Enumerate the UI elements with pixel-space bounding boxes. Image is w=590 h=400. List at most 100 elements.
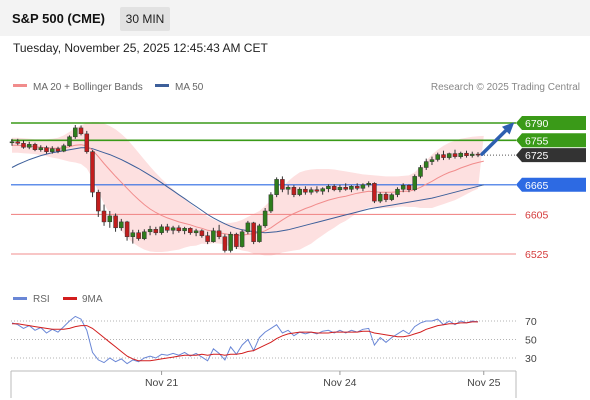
- candle-body: [354, 186, 360, 189]
- forecast-arrow-head: [502, 122, 515, 135]
- candle-body: [446, 153, 452, 158]
- timeframe-button[interactable]: 30 MIN: [120, 7, 170, 31]
- candle-body: [84, 133, 90, 152]
- candle-body: [199, 230, 205, 236]
- candle-body: [406, 185, 412, 190]
- candle-body: [107, 215, 113, 223]
- date-time-label: Tuesday, November 25, 2025 12:45:43 AM C…: [13, 41, 268, 55]
- candle-body: [274, 179, 279, 195]
- price-label-6665: 6665: [525, 180, 549, 192]
- x-tick-label: Nov 24: [323, 377, 356, 389]
- forecast-arrow-shaft: [480, 124, 512, 156]
- candle-body: [193, 230, 199, 234]
- rsi-tick-30: 30: [525, 353, 537, 365]
- candle-body: [320, 188, 325, 192]
- price-label-6605: 6605: [525, 210, 549, 222]
- candle-body: [78, 127, 84, 135]
- candle-body: [205, 235, 210, 242]
- candle-body: [262, 210, 268, 227]
- candle-body: [303, 188, 308, 193]
- candle-body: [257, 225, 262, 242]
- candle-body: [61, 145, 67, 152]
- candle-body: [377, 193, 383, 202]
- candle-body: [308, 189, 314, 193]
- candle-body: [124, 221, 130, 237]
- candle-body: [435, 154, 440, 160]
- candle-body: [297, 188, 302, 195]
- price-tag-6665: [516, 177, 586, 192]
- candle-body: [170, 227, 176, 231]
- candle-body: [285, 187, 291, 190]
- candle-body: [38, 147, 44, 150]
- rsi-line: [11, 315, 479, 365]
- candle-body: [268, 194, 274, 212]
- candle-body: [458, 152, 463, 157]
- candle-body: [251, 222, 256, 242]
- candle-body: [360, 184, 366, 189]
- candle-body: [101, 210, 107, 223]
- candle-body: [245, 222, 251, 233]
- candle-body: [372, 183, 377, 202]
- candle-body: [441, 154, 446, 158]
- candle-body: [464, 152, 469, 156]
- candle-body: [383, 193, 389, 200]
- candle-body: [96, 191, 101, 212]
- price-label-6755: 6755: [525, 135, 549, 147]
- candle-body: [331, 186, 337, 191]
- candle-body: [9, 141, 15, 144]
- candle-body: [27, 144, 32, 148]
- candle-body: [73, 127, 78, 138]
- candle-body: [429, 159, 435, 162]
- candle-body: [400, 185, 406, 190]
- candle-body: [418, 167, 423, 177]
- candle-body: [452, 153, 458, 157]
- candle-body: [15, 141, 21, 144]
- candle-body: [475, 153, 481, 156]
- header-bar: S&P 500 (CME) 30 MIN: [0, 0, 590, 36]
- x-tick-label: Nov 25: [467, 377, 500, 389]
- price-tag-6790: [516, 116, 586, 130]
- bollinger-band: [12, 122, 484, 256]
- ma50-legend-swatch: [155, 84, 169, 87]
- candle-body: [147, 229, 153, 233]
- candle-body: [188, 228, 193, 233]
- ma20-legend-swatch: [13, 84, 27, 87]
- candle-body: [44, 147, 49, 152]
- candle-body: [113, 215, 118, 229]
- rsi-legend-swatch: [13, 297, 27, 300]
- price-tag-6755: [516, 133, 586, 148]
- candle-body: [50, 148, 55, 152]
- candle-body: [349, 186, 354, 190]
- candle-body: [222, 236, 228, 251]
- candle-body: [182, 228, 187, 232]
- candle-body: [176, 227, 182, 232]
- candle-body: [291, 187, 297, 195]
- rsi-tick-50: 50: [525, 335, 537, 347]
- candle-body: [216, 230, 222, 237]
- candle-body: [337, 187, 343, 191]
- price-tag-6725: [516, 148, 586, 163]
- candle-body: [423, 161, 429, 168]
- rsi-ma-legend-label: 9MA: [82, 294, 103, 305]
- candle-body: [326, 186, 331, 190]
- candle-body: [67, 136, 72, 146]
- candle-body: [136, 232, 141, 239]
- candle-body: [280, 179, 285, 190]
- copyright-label: Research © 2025 Trading Central: [431, 82, 580, 93]
- candle-body: [389, 194, 394, 200]
- rsi-tick-70: 70: [525, 316, 537, 328]
- price-label-6790: 6790: [525, 118, 549, 130]
- candle-body: [366, 183, 371, 186]
- candle-body: [314, 189, 320, 192]
- rsi-ma-legend-swatch: [63, 297, 77, 300]
- candle-body: [412, 176, 417, 190]
- ma50-legend-label: MA 50: [175, 82, 204, 93]
- candle-body: [239, 231, 245, 247]
- candle-body: [153, 229, 159, 234]
- candle-body: [119, 221, 124, 229]
- candle-body: [165, 226, 170, 231]
- candle-body: [469, 153, 475, 156]
- candle-body: [211, 230, 216, 242]
- rsi-ma-line: [12, 321, 478, 362]
